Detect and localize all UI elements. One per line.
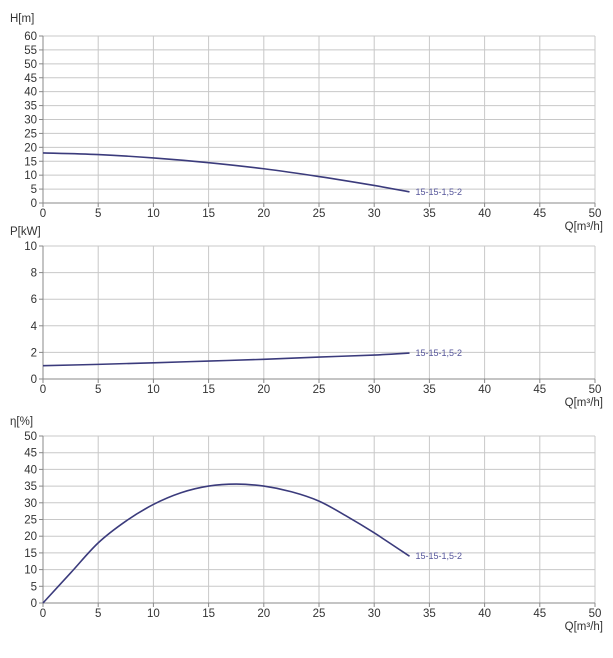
x-tick-label: 15 xyxy=(202,608,215,620)
x-tick-label: 0 xyxy=(40,384,46,396)
series-label: 15-15-1,5-2 xyxy=(416,348,463,358)
y-tick-label: 40 xyxy=(24,464,37,476)
x-tick-label: 15 xyxy=(202,208,215,220)
x-tick-label: 25 xyxy=(313,208,326,220)
y-tick-label: 2 xyxy=(31,347,37,359)
x-tick-label: 35 xyxy=(423,608,436,620)
y-tick-label: 20 xyxy=(24,531,37,543)
x-tick-label: 45 xyxy=(533,608,546,620)
x-tick-label: 10 xyxy=(147,608,160,620)
y-tick-label: 50 xyxy=(24,59,37,71)
x-tick-label: 0 xyxy=(40,608,46,620)
y-tick-label: 8 xyxy=(31,268,37,280)
x-tick-label: 20 xyxy=(257,208,270,220)
x-tick-label: 5 xyxy=(95,208,101,220)
x-tick-label: 30 xyxy=(368,208,381,220)
series-label: 15-15-1,5-2 xyxy=(416,551,463,561)
x-axis-label: Q[m³/h] xyxy=(565,621,603,633)
x-tick-label: 5 xyxy=(95,384,101,396)
y-tick-label: 4 xyxy=(31,321,38,333)
y-tick-label: 25 xyxy=(24,128,37,140)
y-axis-label: H[m] xyxy=(10,13,34,25)
x-tick-label: 20 xyxy=(257,608,270,620)
x-tick-label: 15 xyxy=(202,384,215,396)
x-axis-label: Q[m³/h] xyxy=(565,397,603,409)
x-tick-label: 5 xyxy=(95,608,101,620)
x-tick-label: 10 xyxy=(147,384,160,396)
y-tick-label: 60 xyxy=(24,31,37,43)
y-tick-label: 10 xyxy=(24,565,37,577)
x-tick-label: 40 xyxy=(478,384,491,396)
y-tick-label: 0 xyxy=(31,198,37,210)
y-tick-label: 30 xyxy=(24,498,37,510)
power-chart: 0 5 10 15 20 25 30 35 40 45 50 0 2 4 6 8 10 P[kW] Q[m³/h] 1… xyxy=(10,226,603,409)
y-tick-label: 15 xyxy=(24,156,37,168)
y-tick-label: 6 xyxy=(31,294,37,306)
y-tick-label: 45 xyxy=(24,73,37,85)
x-tick-label: 45 xyxy=(533,208,546,220)
y-tick-label: 30 xyxy=(24,115,37,127)
x-tick-label: 40 xyxy=(478,208,491,220)
y-tick-label: 50 xyxy=(24,431,37,443)
y-tick-label: 15 xyxy=(24,548,37,560)
y-tick-label: 55 xyxy=(24,45,37,57)
x-tick-label: 50 xyxy=(589,208,602,220)
series-label: 15-15-1,5-2 xyxy=(416,187,463,197)
y-tick-label: 10 xyxy=(24,241,37,253)
y-tick-label: 35 xyxy=(24,101,37,113)
y-tick-label: 40 xyxy=(24,87,37,99)
y-tick-label: 5 xyxy=(31,184,37,196)
x-tick-label: 25 xyxy=(313,608,326,620)
head-chart: 0 5 10 15 20 25 30 35 40 45 5005101520253035404550… xyxy=(10,13,603,233)
y-tick-label: 45 xyxy=(24,448,37,460)
x-tick-label: 50 xyxy=(589,608,602,620)
y-axis-label: η[%] xyxy=(10,416,33,428)
y-tick-label: 0 xyxy=(31,598,37,610)
x-tick-label: 10 xyxy=(147,208,160,220)
efficiency-chart: 0 5 10 15 20 25 30 35 40 45 50 0 5 10 15 20 25 30 35 40 45 50… xyxy=(10,416,603,633)
y-tick-label: 25 xyxy=(24,515,37,527)
x-tick-label: 30 xyxy=(368,608,381,620)
y-tick-label: 35 xyxy=(24,481,37,493)
x-axis-label: Q[m³/h] xyxy=(565,221,603,233)
y-tick-label: 5 xyxy=(31,581,37,593)
x-tick-label: 35 xyxy=(423,384,436,396)
y-tick-label: 0 xyxy=(31,374,37,386)
x-tick-label: 40 xyxy=(478,608,491,620)
series-curve xyxy=(42,352,410,367)
y-axis-label: P[kW] xyxy=(10,226,41,238)
x-tick-label: 25 xyxy=(313,384,326,396)
x-tick-label: 50 xyxy=(589,384,602,396)
x-tick-label: 45 xyxy=(533,384,546,396)
x-tick-label: 0 xyxy=(40,208,46,220)
y-tick-label: 20 xyxy=(24,142,37,154)
x-tick-label: 35 xyxy=(423,208,436,220)
x-tick-label: 30 xyxy=(368,384,381,396)
y-tick-label: 10 xyxy=(24,170,37,182)
x-tick-label: 20 xyxy=(257,384,270,396)
series-curve xyxy=(42,483,410,604)
series-curve xyxy=(42,152,410,193)
